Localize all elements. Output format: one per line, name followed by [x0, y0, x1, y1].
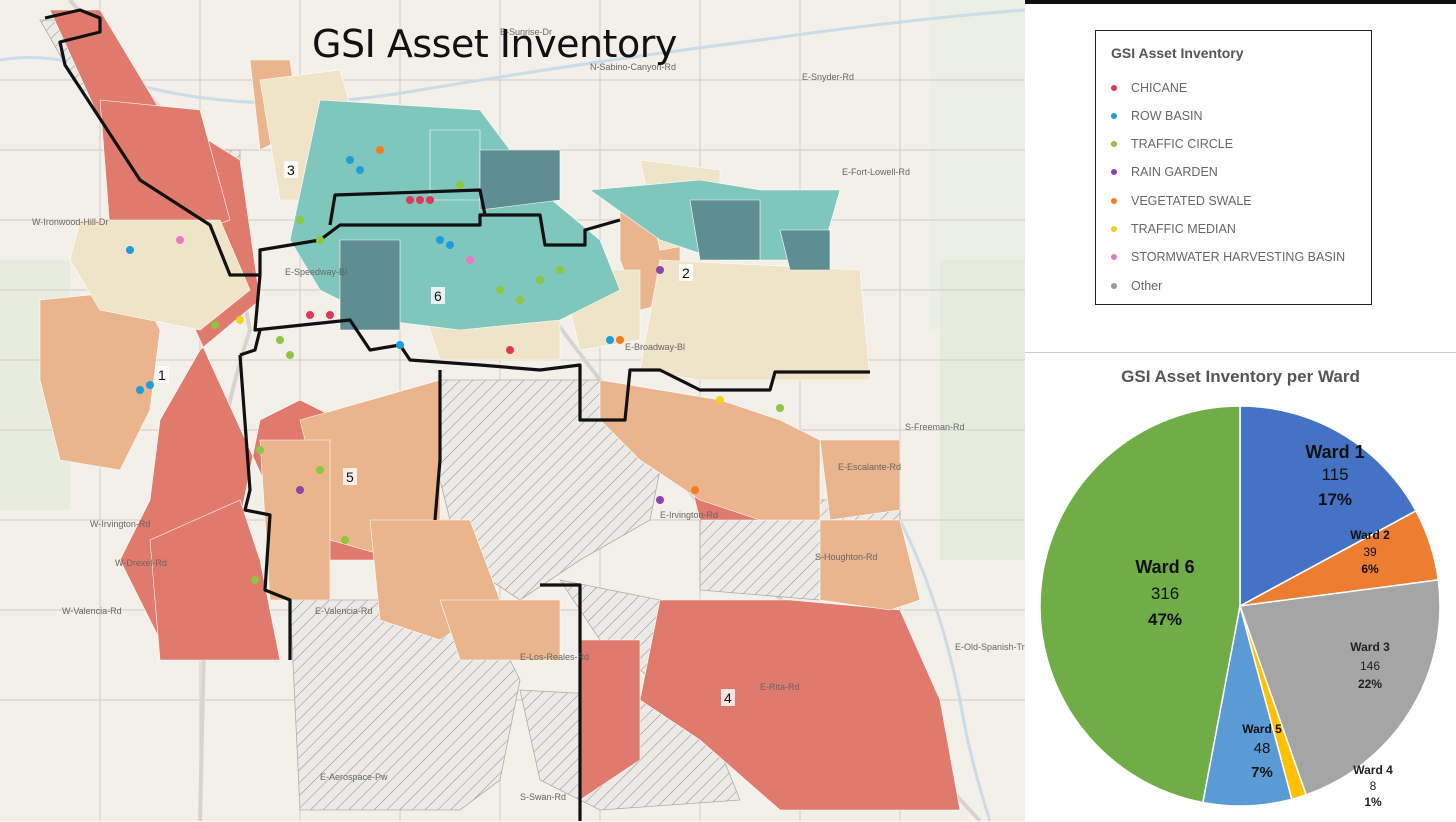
- street-label: E-Old-Spanish-Tr: [955, 642, 1025, 652]
- legend-item-label: TRAFFIC CIRCLE: [1131, 137, 1234, 151]
- pie-label-percent: 17%: [1318, 490, 1352, 509]
- legend-item-label: STORMWATER HARVESTING BASIN: [1131, 250, 1346, 264]
- legend-item-label: ROW BASIN: [1131, 109, 1203, 123]
- street-label: E-Aerospace-Pw: [320, 772, 388, 782]
- ward-label-6: 6: [434, 288, 442, 304]
- pie-label-name: Ward 1: [1305, 442, 1364, 462]
- legend-item: RAIN GARDEN: [1111, 165, 1218, 179]
- dot-icon: [1111, 141, 1117, 147]
- pie-label-percent: 47%: [1148, 610, 1182, 629]
- legend: GSI Asset Inventory CHICANE ROW BASIN TR…: [1095, 30, 1372, 305]
- street-label: S-Houghton-Rd: [815, 552, 878, 562]
- legend-item-label: TRAFFIC MEDIAN: [1131, 222, 1236, 236]
- street-label: E-Los-Reales-Rd: [520, 652, 589, 662]
- legend-item: STORMWATER HARVESTING BASIN: [1111, 250, 1345, 264]
- pie-slice-ward-3: [1238, 579, 1441, 796]
- legend-item: Other: [1111, 279, 1162, 293]
- legend-item-label: VEGETATED SWALE: [1131, 194, 1252, 208]
- pie-label-value: 115: [1321, 465, 1348, 484]
- ward-label-4: 4: [724, 690, 732, 706]
- pie-slice-ward-1: [1239, 405, 1417, 608]
- street-label: E-Valencia-Rd: [315, 606, 372, 616]
- street-label: E-Rita-Rd: [760, 682, 800, 692]
- pie-label-value: 316: [1151, 584, 1179, 603]
- pie-label-value: 48: [1254, 740, 1271, 757]
- street-label: W-Valencia-Rd: [62, 606, 122, 616]
- legend-item: TRAFFIC MEDIAN: [1111, 222, 1236, 236]
- legend-title: GSI Asset Inventory: [1111, 45, 1244, 61]
- pie-label-percent: 22%: [1358, 677, 1382, 691]
- street-label: N-Sabino-Canyon-Rd: [590, 62, 676, 72]
- street-label: E-Irvington-Rd: [660, 510, 718, 520]
- pie-label-percent: 6%: [1361, 562, 1379, 576]
- dot-icon: [1111, 169, 1117, 175]
- legend-item: CHICANE: [1111, 81, 1187, 95]
- street-label: E-Fort-Lowell-Rd: [842, 167, 910, 177]
- dot-icon: [1111, 85, 1117, 91]
- city-map[interactable]: E-Snyder-Rd E-Fort-Lowell-Rd W-Ironwood-…: [0, 0, 1025, 821]
- pie-label-name: Ward 6: [1135, 557, 1194, 577]
- pie-label-name: Ward 5: [1242, 722, 1282, 736]
- street-label: E-Escalante-Rd: [838, 462, 901, 472]
- ward-label-5: 5: [346, 469, 354, 485]
- pie-label-value: 39: [1363, 545, 1377, 559]
- ward-label-1: 1: [158, 367, 166, 383]
- street-label: E-Snyder-Rd: [802, 72, 854, 82]
- dot-icon: [1111, 198, 1117, 204]
- dot-icon: [1111, 226, 1117, 232]
- street-label: E-Sunrise-Dr: [500, 27, 552, 37]
- street-label: W-Drexel-Rd: [115, 558, 167, 568]
- legend-item-label: RAIN GARDEN: [1131, 165, 1218, 179]
- dot-icon: [1111, 283, 1117, 289]
- legend-item: VEGETATED SWALE: [1111, 194, 1252, 208]
- legend-item: TRAFFIC CIRCLE: [1111, 137, 1233, 151]
- street-label: E-Speedway-Bl: [285, 267, 347, 277]
- pie-chart: Ward 1 115 17% Ward 2 39 6% Ward 3 146 22% Ward 4…: [1039, 405, 1441, 809]
- map-title: GSI Asset Inventory: [312, 22, 677, 66]
- pie-slice-ward-6: [1039, 405, 1241, 804]
- chart-title: GSI Asset Inventory per Ward: [1121, 367, 1360, 386]
- pie-label-name: Ward 2: [1350, 528, 1390, 542]
- street-label: W-Ironwood-Hill-Dr: [32, 217, 108, 227]
- pie-label-percent: 7%: [1251, 764, 1273, 781]
- legend-item-label: CHICANE: [1131, 81, 1188, 95]
- pie-label-percent: 1%: [1364, 795, 1382, 809]
- pie-chart-panel: GSI Asset Inventory per Ward Ward 1 115 17…: [1025, 352, 1456, 822]
- pie-label-value: 8: [1370, 779, 1377, 793]
- legend-item: ROW BASIN: [1111, 109, 1203, 123]
- legend-item-label: Other: [1131, 279, 1163, 293]
- pie-label-name: Ward 4: [1353, 763, 1393, 777]
- pie-label-value: 146: [1360, 659, 1380, 673]
- ward-label-3: 3: [287, 162, 295, 178]
- ward-label-2: 2: [682, 265, 690, 281]
- street-label: W-Irvington-Rd: [90, 519, 150, 529]
- dot-icon: [1111, 254, 1117, 260]
- dot-icon: [1111, 113, 1117, 119]
- street-label: S-Swan-Rd: [520, 792, 566, 802]
- pie-label-name: Ward 3: [1350, 640, 1390, 654]
- street-label: E-Broadway-Bl: [625, 342, 685, 352]
- street-label: S-Freeman-Rd: [905, 422, 965, 432]
